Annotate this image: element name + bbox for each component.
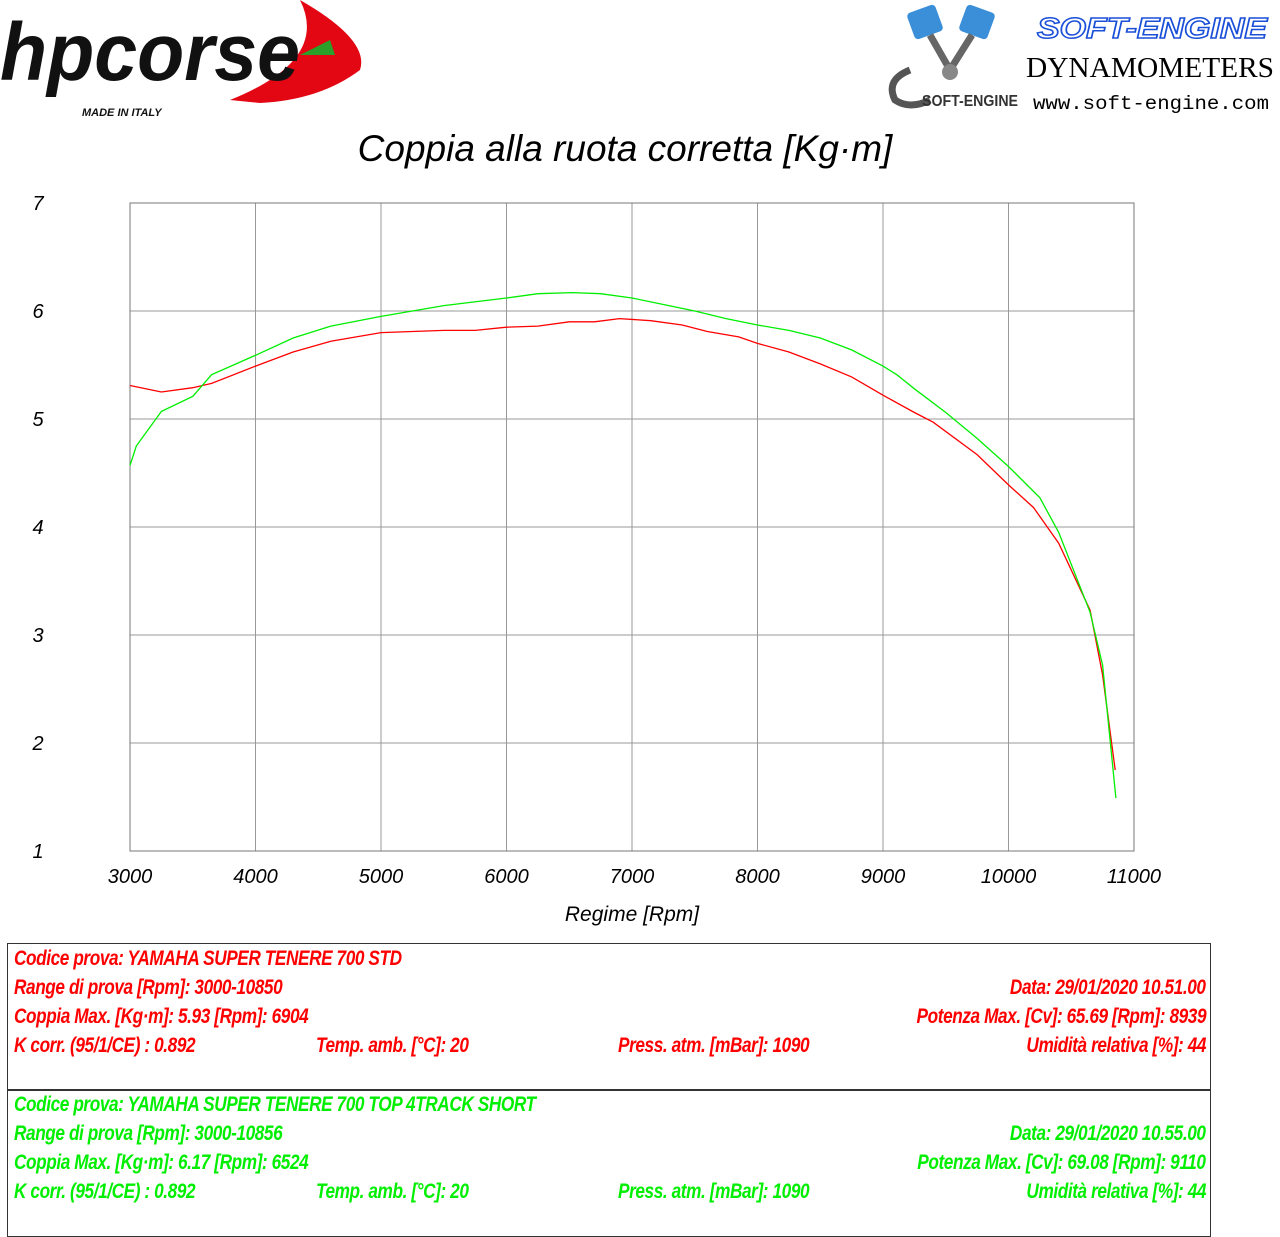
hpcorse-logo: hpcorse MADE IN ITALY xyxy=(0,0,362,119)
test-kcorr: K corr. (95/1/CE) : 0.892 xyxy=(14,1180,196,1203)
test-info-1: Codice prova: YAMAHA SUPER TENERE 700 ST… xyxy=(7,943,1211,1091)
x-tick-label: 8000 xyxy=(735,866,780,888)
test-info-2: Codice prova: YAMAHA SUPER TENERE 700 TO… xyxy=(7,1089,1211,1237)
test-range: Range di prova [Rpm]: 3000-10850 xyxy=(14,976,283,999)
x-tick-label: 5000 xyxy=(359,866,404,888)
y-tick-label: 4 xyxy=(32,517,43,539)
y-tick-label: 2 xyxy=(31,733,43,755)
test-code: Codice prova: YAMAHA SUPER TENERE 700 TO… xyxy=(14,1093,536,1116)
test-kcorr: K corr. (95/1/CE) : 0.892 xyxy=(14,1034,196,1057)
logo-brand: SOFT-ENGINE xyxy=(1037,13,1269,45)
chart-title: Coppia alla ruota corretta [Kg·m] xyxy=(357,128,893,169)
y-tick-label: 5 xyxy=(32,409,44,431)
test-humidity: Umidità relativa [%]: 44 xyxy=(1026,1034,1206,1057)
x-tick-label: 6000 xyxy=(484,866,529,888)
x-tick-label: 9000 xyxy=(861,866,906,888)
test-range: Range di prova [Rpm]: 3000-10856 xyxy=(14,1122,283,1145)
test-max-torque: Coppia Max. [Kg·m]: 6.17 [Rpm]: 6524 xyxy=(14,1151,309,1174)
test-temp: Temp. amb. [°C]: 20 xyxy=(316,1180,469,1203)
logo-wordmark: hpcorse xyxy=(0,7,300,98)
series-line-1 xyxy=(129,317,1116,771)
test-pressure: Press. atm. [mBar]: 1090 xyxy=(618,1180,810,1203)
logo-swoosh-green xyxy=(300,40,335,55)
logo-url: www.soft-engine.com xyxy=(1033,93,1269,115)
test-date: Data: 29/01/2020 10.55.00 xyxy=(1010,1122,1206,1145)
x-tick-label: 11000 xyxy=(1107,866,1161,888)
logo-subtitle: MADE IN ITALY xyxy=(82,107,163,119)
test-temp: Temp. amb. [°C]: 20 xyxy=(316,1034,469,1057)
test-code: Codice prova: YAMAHA SUPER TENERE 700 ST… xyxy=(14,947,402,970)
test-max-torque: Coppia Max. [Kg·m]: 5.93 [Rpm]: 6904 xyxy=(14,1005,309,1028)
y-tick-label: 3 xyxy=(32,625,43,647)
test-pressure: Press. atm. [mBar]: 1090 xyxy=(618,1034,810,1057)
series-line-2 xyxy=(129,291,1117,799)
x-axis-label: Regime [Rpm] xyxy=(565,903,700,926)
y-tick-label: 6 xyxy=(32,301,44,323)
piston-icon xyxy=(959,4,995,40)
crank-icon xyxy=(942,64,958,80)
piston-icon xyxy=(907,4,943,40)
logo-swoosh-red xyxy=(230,0,362,103)
logo-dynamometers: DYNAMOMETERS xyxy=(1026,53,1274,84)
plot-area xyxy=(129,202,1135,852)
x-tick-label: 10000 xyxy=(981,866,1037,888)
test-max-power: Potenza Max. [Cv]: 69.08 [Rpm]: 9110 xyxy=(917,1151,1207,1174)
torque-chart: 3000 4000 5000 6000 7000 8000 9000 10000 11000 1 2… xyxy=(31,193,1161,926)
x-tick-label: 4000 xyxy=(233,866,278,888)
logo-mark: SOFT-ENGINE xyxy=(922,93,1018,110)
logo-swoosh xyxy=(888,66,932,109)
test-date: Data: 29/01/2020 10.51.00 xyxy=(1010,976,1206,999)
test-humidity: Umidità relativa [%]: 44 xyxy=(1026,1180,1206,1203)
soft-engine-logo: SOFT-ENGINE SOFT-ENGINE DYNAMOMETERS www… xyxy=(888,4,1274,115)
y-tick-label: 1 xyxy=(32,841,43,863)
x-tick-label: 3000 xyxy=(108,866,153,888)
y-tick-label: 7 xyxy=(32,193,44,215)
test-max-power: Potenza Max. [Cv]: 65.69 [Rpm]: 8939 xyxy=(916,1005,1206,1028)
x-tick-label: 7000 xyxy=(610,866,655,888)
